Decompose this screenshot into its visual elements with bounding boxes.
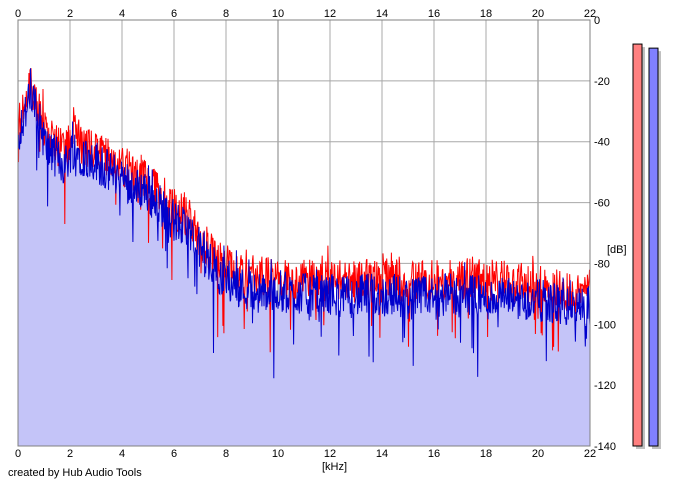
plot-frame	[17, 19, 591, 447]
level-meter-0	[632, 43, 643, 447]
y-tick-2: -40	[594, 137, 610, 149]
x-tick-bottom-11: 22	[584, 448, 596, 460]
x-tick-bottom-1: 2	[67, 448, 73, 460]
y-tick-7: -140	[594, 441, 616, 453]
level-meter-1	[648, 47, 659, 447]
x-tick-top-6: 12	[324, 8, 336, 20]
level-meters	[632, 43, 661, 450]
y-tick-6: -120	[594, 380, 616, 392]
x-tick-bottom-4: 8	[223, 448, 229, 460]
x-tick-bottom-7: 14	[376, 448, 388, 460]
x-tick-bottom-6: 12	[324, 448, 336, 460]
spectrum-fill-area	[18, 68, 590, 447]
x-tick-bottom-0: 0	[15, 448, 21, 460]
x-tick-bottom-2: 4	[119, 448, 125, 460]
spectrum-fill	[18, 68, 590, 447]
x-tick-bottom-9: 18	[480, 448, 492, 460]
plot-border	[17, 19, 591, 447]
y-tick-3: -60	[594, 198, 610, 210]
series-line-1	[17, 68, 591, 379]
y-tick-1: -20	[594, 76, 610, 88]
x-tick-top-10: 20	[532, 8, 544, 20]
x-tick-top-2: 4	[119, 8, 125, 20]
x-tick-top-0: 0	[15, 8, 21, 20]
credit-text: created by Hub Audio Tools	[8, 467, 142, 479]
x-tick-top-7: 14	[376, 8, 388, 20]
y-tick-4: -80	[594, 258, 610, 270]
x-tick-top-11: 22	[584, 8, 596, 20]
x-tick-bottom-8: 16	[428, 448, 440, 460]
y-tick-5: -100	[594, 319, 616, 331]
x-tick-bottom-10: 20	[532, 448, 544, 460]
series-line-0	[17, 68, 591, 353]
y-axis-label: [dB]	[607, 244, 627, 256]
x-tick-top-8: 16	[428, 8, 440, 20]
x-tick-top-3: 6	[171, 8, 177, 20]
x-tick-bottom-5: 10	[272, 448, 284, 460]
series-lines	[17, 68, 591, 379]
x-tick-labels-top: 0 2 4 6 8 10 12 14 16 18 20 22	[15, 8, 596, 20]
x-axis-label: [kHz]	[322, 461, 347, 473]
y-tick-0: 0	[594, 15, 600, 27]
x-tick-top-4: 8	[223, 8, 229, 20]
x-tick-labels-bottom: 0 2 4 6 8 10 12 14 16 18 20 22	[15, 448, 596, 460]
y-tick-labels: 0 -20 -40 -60 -80 -100 -120 -140	[594, 15, 616, 453]
x-tick-top-9: 18	[480, 8, 492, 20]
x-tick-bottom-3: 6	[171, 448, 177, 460]
x-tick-top-1: 2	[67, 8, 73, 20]
x-tick-top-5: 10	[272, 8, 284, 20]
